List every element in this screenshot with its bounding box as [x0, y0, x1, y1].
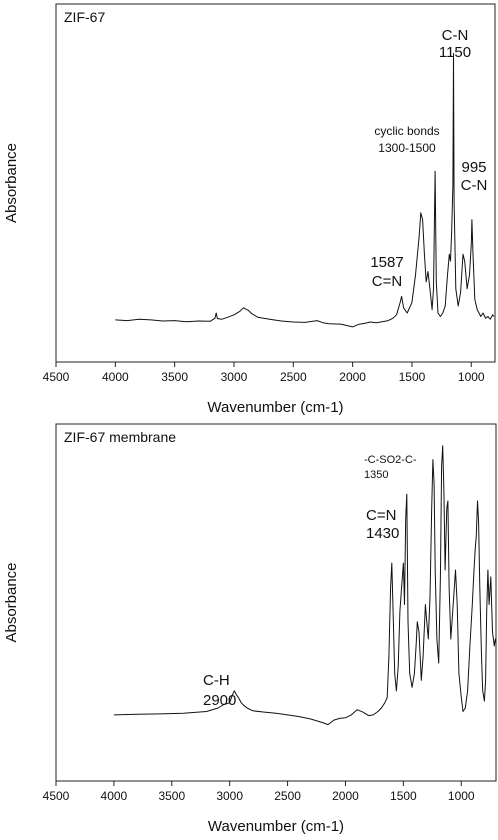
x-tick-label: 4500	[43, 370, 70, 384]
peak-annotation: C-N	[461, 177, 488, 194]
x-tick-label: 2500	[280, 370, 307, 384]
x-tick-label: 2000	[339, 370, 366, 384]
peak-annotation: 2900	[203, 692, 236, 709]
panel-title: ZIF-67	[64, 9, 105, 25]
peak-annotation: 1430	[366, 525, 399, 542]
x-tick-label: 3000	[221, 370, 248, 384]
plot-frame	[55, 3, 496, 363]
x-tick-label: 2500	[274, 789, 301, 803]
y-axis-label: Absorbance	[3, 143, 20, 223]
spectrum-line	[113, 445, 497, 726]
x-tick-label: 1500	[390, 789, 417, 803]
peak-annotation: 1300-1500	[378, 141, 436, 155]
zif67-membrane-spectrum-panel: 4500 4000 3500 3000 2500 2000 1500 1000 Wavenumb…	[3, 423, 497, 835]
peak-annotation: 1587	[370, 254, 403, 271]
x-tick-label: 3500	[158, 789, 185, 803]
zif67-spectrum-panel: 4500 4000 3500 3000 2500 2000 1500 1000 Wavenumb…	[3, 3, 496, 416]
x-tick-label: 1500	[399, 370, 426, 384]
x-tick-label: 1000	[458, 370, 485, 384]
x-axis-label: Wavenumber (cm-1)	[208, 818, 344, 835]
peak-annotation: 995	[461, 159, 486, 176]
x-tick-label: 4000	[101, 789, 128, 803]
peak-annotation: C=N	[366, 507, 396, 524]
x-tick-label: 3000	[216, 789, 243, 803]
peak-annotation: 1350	[364, 469, 388, 481]
peak-annotation: C-N	[442, 27, 469, 44]
y-axis-label: Absorbance	[3, 562, 20, 642]
panel-title: ZIF-67 membrane	[64, 429, 176, 445]
plot-frame	[55, 423, 497, 782]
x-tick-label: 4000	[102, 370, 129, 384]
peak-annotation: -C-SO2-C-	[364, 454, 417, 466]
x-axis-label: Wavenumber (cm-1)	[207, 399, 343, 416]
peak-annotation: 1150	[439, 44, 471, 61]
peak-annotation: C=N	[372, 273, 402, 290]
x-tick-label: 3500	[161, 370, 188, 384]
spectrum-line	[115, 53, 495, 328]
peak-annotation: cyclic bonds	[374, 124, 439, 138]
x-tick-label: 2000	[332, 789, 359, 803]
peak-annotation: C-H	[203, 672, 230, 689]
x-tick-label: 1000	[448, 789, 475, 803]
x-tick-label: 4500	[43, 789, 70, 803]
